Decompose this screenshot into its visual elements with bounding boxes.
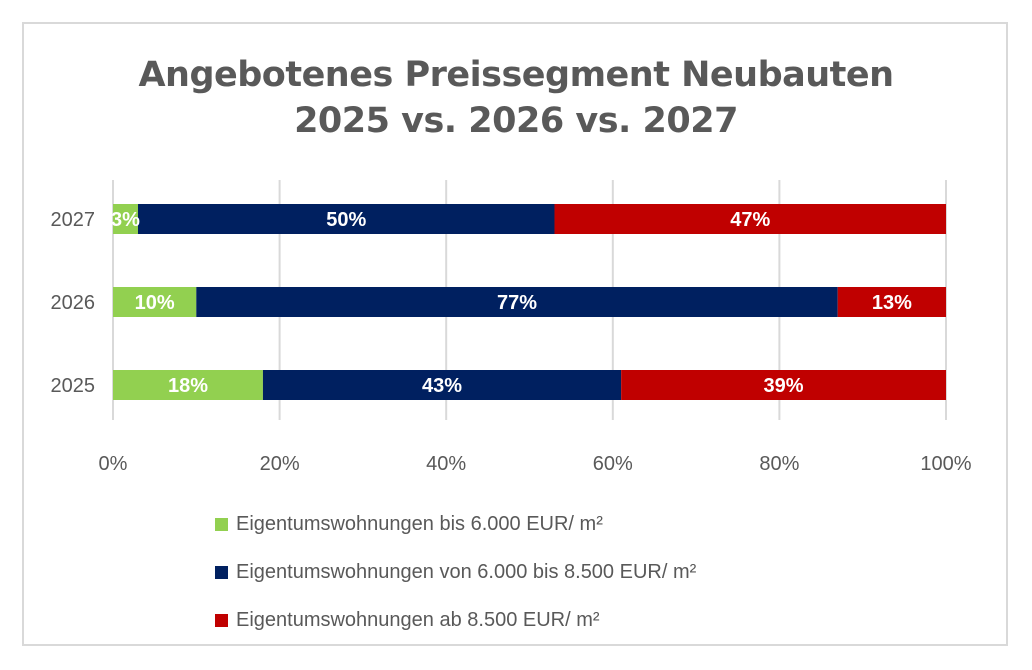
data-label: 47% [730,209,770,231]
bar-segment [621,370,946,400]
legend-item: Eigentumswohnungen ab 8.500 EUR/ m² [215,596,696,644]
data-label: 39% [764,375,804,397]
legend-swatch [215,517,228,531]
legend: Eigentumswohnungen bis 6.000 EUR/ m² Eige… [215,500,696,644]
data-label: 3% [111,209,140,231]
data-label: 18% [168,375,208,397]
y-tick-label: 2027 [51,209,96,231]
bar-segment [113,287,197,317]
bar-segment [137,204,555,234]
legend-item: Eigentumswohnungen bis 6.000 EUR/ m² [215,500,696,548]
x-tick-label: 0% [99,453,128,475]
data-label: 10% [135,292,175,314]
bar-segment [262,370,622,400]
legend-label: Eigentumswohnungen von 6.000 bis 8.500 E… [236,560,697,583]
bar-segment [196,287,838,317]
legend-swatch [215,613,228,627]
legend-item: Eigentumswohnungen von 6.000 bis 8.500 E… [215,548,696,596]
chart-title: Angebotenes Preissegment Neubauten 2025 … [0,52,1032,144]
legend-swatch [215,565,228,579]
legend-label: Eigentumswohnungen ab 8.500 EUR/ m² [236,608,600,631]
x-tick-label: 80% [759,453,799,475]
data-label: 50% [326,209,366,231]
bar-segment [113,370,263,400]
bar-segment [113,204,138,234]
x-tick-label: 60% [593,453,633,475]
title-line-1: Angebotenes Preissegment Neubauten [138,55,894,95]
title-line-2: 2025 vs. 2026 vs. 2027 [294,101,738,141]
legend-label: Eigentumswohnungen bis 6.000 EUR/ m² [236,512,603,535]
x-tick-label: 100% [920,453,971,475]
data-label: 43% [422,375,462,397]
chart-frame [22,22,1008,646]
data-label: 77% [497,292,537,314]
y-tick-label: 2026 [51,292,96,314]
bar-segment [837,287,946,317]
y-tick-label: 2025 [51,375,96,397]
x-tick-label: 40% [426,453,466,475]
x-tick-label: 20% [260,453,300,475]
bar-segment [554,204,946,234]
data-label: 13% [872,292,912,314]
